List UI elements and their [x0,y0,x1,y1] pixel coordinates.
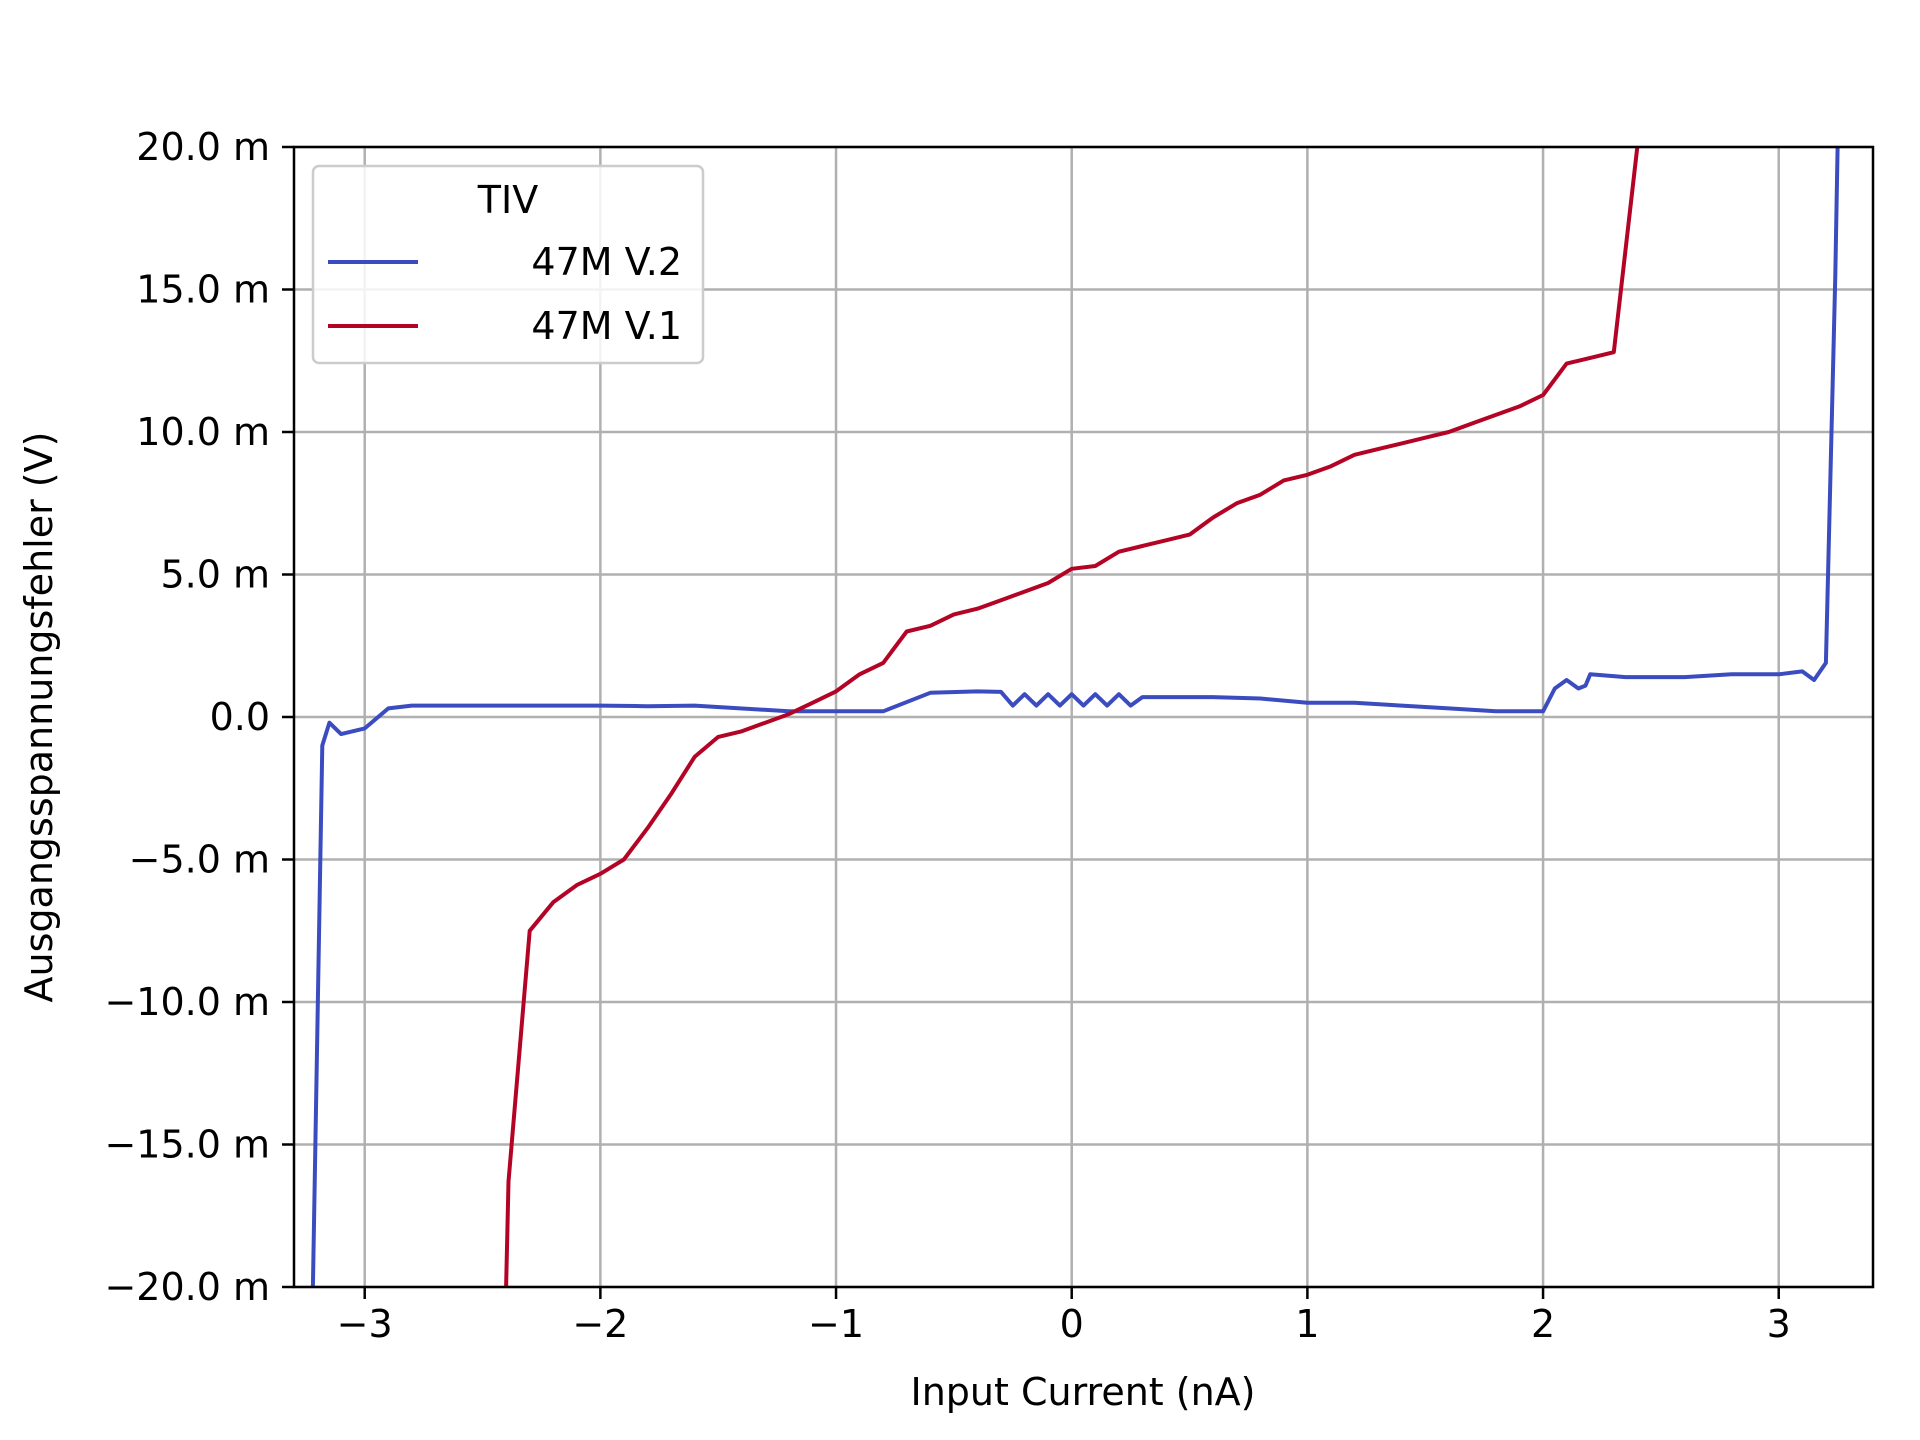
y-tick-label: 0.0 [210,695,270,739]
y-tick-label: −5.0 m [129,838,270,882]
legend-label-1: 47M V.2 [531,240,682,284]
x-tick-label: −2 [572,1302,628,1346]
x-tick-label: 2 [1531,1302,1555,1346]
legend: TIV 47M V.2 47M V.1 [311,164,705,365]
y-tick-label: −20.0 m [104,1265,270,1309]
x-tick-label: 3 [1767,1302,1791,1346]
series-layer [310,147,1840,1287]
y-tick-label: −15.0 m [104,1123,270,1167]
x-tick-label: 0 [1060,1302,1084,1346]
y-tick-label: 10.0 m [136,410,270,454]
x-axis-label: Input Current (nA) [910,1370,1255,1414]
x-axis: −3 −2 −1 0 1 2 3 [337,1287,1791,1346]
legend-title: TIV [477,178,538,222]
y-tick-label: 5.0 m [160,553,270,597]
y-tick-label: 15.0 m [136,268,270,312]
legend-box [311,164,705,365]
legend-label-2: 47M V.1 [531,304,682,348]
series-line-2 [504,147,1640,1287]
y-axis: 20.0 m 15.0 m 10.0 m 5.0 m 0.0 −5.0 m −10.0 m −… [104,125,294,1309]
series-line-1 [310,147,1840,1287]
grid [294,145,1873,1289]
y-tick-label: −10.0 m [104,980,270,1024]
y-axis-label: Ausgangsspannungsfehler (V) [17,432,61,1003]
y-tick-label: 20.0 m [136,125,270,169]
legend-entries: 47M V.2 47M V.1 [328,240,682,348]
x-tick-label: 1 [1295,1302,1319,1346]
x-tick-label: −3 [337,1302,393,1346]
x-tick-label: −1 [808,1302,864,1346]
